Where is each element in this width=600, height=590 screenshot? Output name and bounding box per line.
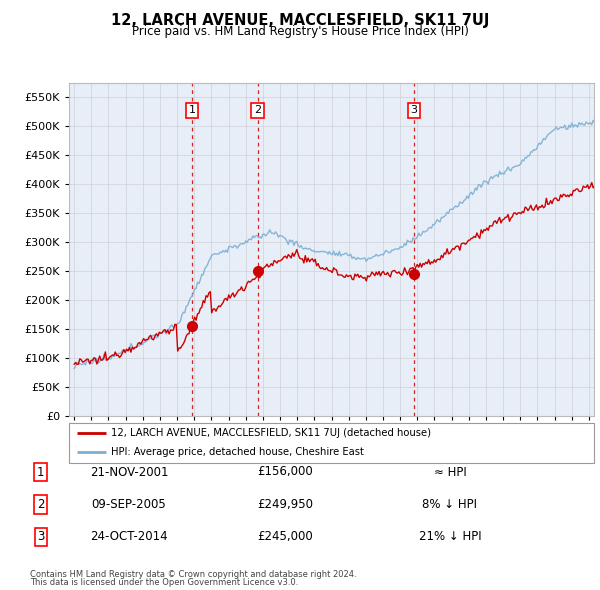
Text: 21-NOV-2001: 21-NOV-2001: [90, 466, 168, 478]
Text: ≈ HPI: ≈ HPI: [434, 466, 466, 478]
Text: Contains HM Land Registry data © Crown copyright and database right 2024.: Contains HM Land Registry data © Crown c…: [30, 570, 356, 579]
Text: 12, LARCH AVENUE, MACCLESFIELD, SK11 7UJ (detached house): 12, LARCH AVENUE, MACCLESFIELD, SK11 7UJ…: [111, 428, 431, 438]
Text: This data is licensed under the Open Government Licence v3.0.: This data is licensed under the Open Gov…: [30, 578, 298, 587]
Text: 1: 1: [37, 466, 44, 478]
Text: 2: 2: [254, 106, 261, 116]
Text: £249,950: £249,950: [257, 498, 313, 511]
Text: Price paid vs. HM Land Registry's House Price Index (HPI): Price paid vs. HM Land Registry's House …: [131, 25, 469, 38]
Text: 3: 3: [37, 530, 44, 543]
Text: 21% ↓ HPI: 21% ↓ HPI: [419, 530, 481, 543]
Text: 24-OCT-2014: 24-OCT-2014: [90, 530, 168, 543]
Text: 12, LARCH AVENUE, MACCLESFIELD, SK11 7UJ: 12, LARCH AVENUE, MACCLESFIELD, SK11 7UJ: [111, 13, 489, 28]
Text: HPI: Average price, detached house, Cheshire East: HPI: Average price, detached house, Ches…: [111, 447, 364, 457]
Text: 8% ↓ HPI: 8% ↓ HPI: [422, 498, 478, 511]
Text: 1: 1: [188, 106, 196, 116]
Text: £156,000: £156,000: [257, 466, 313, 478]
Text: 3: 3: [410, 106, 418, 116]
Text: £245,000: £245,000: [257, 530, 313, 543]
Text: 09-SEP-2005: 09-SEP-2005: [92, 498, 166, 511]
Text: 2: 2: [37, 498, 44, 511]
